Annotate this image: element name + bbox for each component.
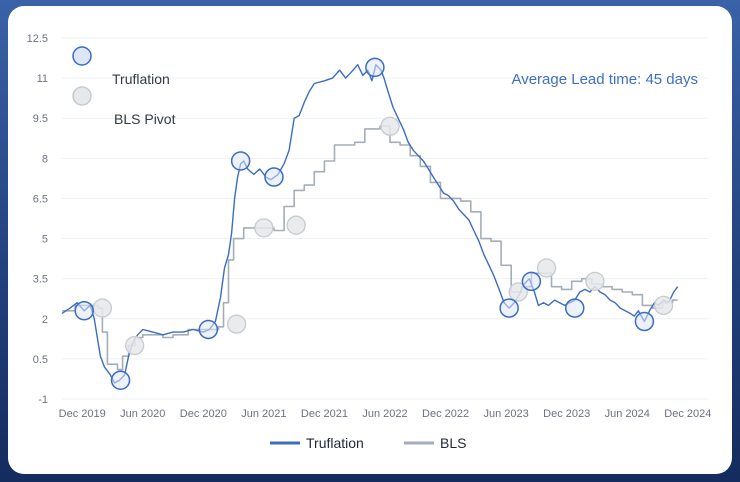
y-axis-ticks: 12.5 11 9.5 8 6.5 5 3.5 2 0.5 -1 — [27, 33, 48, 406]
bls-pivot-marker — [286, 215, 306, 235]
bottom-legend: Truflation BLS — [270, 435, 466, 451]
legend-bls-text: BLS — [440, 435, 466, 451]
truflation-pivot-marker — [264, 167, 284, 187]
truflation-pivot-marker — [499, 298, 519, 318]
truflation-pivot-marker — [365, 57, 385, 78]
legend-truflation-text: Truflation — [306, 435, 364, 451]
x-tick-label: Jun 2020 — [120, 408, 165, 420]
chart-card: 12.5 11 9.5 8 6.5 5 3.5 2 0.5 -1 Dec 2019 Jun 2020… — [8, 6, 732, 474]
truflation-pivot-marker — [565, 298, 585, 318]
legend-bls-pivot-label: BLS Pivot — [114, 111, 176, 127]
chart-svg: 12.5 11 9.5 8 6.5 5 3.5 2 0.5 -1 Dec 2019 Jun 2020… — [27, 33, 712, 451]
x-tick-label: Jun 2021 — [241, 408, 286, 420]
y-tick-label: 5 — [42, 234, 48, 246]
y-tick-label: 3.5 — [33, 274, 48, 286]
bls-pivot-marker — [536, 258, 557, 278]
legend-bls-pivot-marker — [72, 86, 92, 106]
truflation-pivot-marker — [521, 271, 542, 292]
x-tick-label: Dec 2020 — [180, 408, 227, 420]
legend-truflation-marker — [72, 46, 92, 66]
lead-time-annotation: Average Lead time: 45 days — [511, 71, 698, 88]
y-tick-label: 12.5 — [27, 33, 48, 45]
bls-pivot-marker — [254, 218, 274, 238]
bls-pivot-marker — [125, 335, 145, 356]
truflation-pivot-marker — [198, 319, 219, 340]
y-tick-label: 6.5 — [33, 193, 48, 205]
bls-pivot-marker — [92, 298, 113, 318]
truflation-pivot-marker — [230, 151, 251, 171]
y-tick-label: -1 — [38, 394, 48, 406]
truflation-pivot-marker — [74, 301, 94, 321]
y-tick-label: 8 — [42, 153, 48, 165]
x-tick-label: Dec 2019 — [59, 408, 106, 420]
truflation-series-line — [61, 64, 679, 384]
x-tick-label: Jun 2023 — [483, 408, 528, 420]
x-tick-label: Dec 2021 — [301, 408, 348, 420]
y-tick-label: 0.5 — [33, 354, 48, 366]
bls-pivot-marker — [653, 295, 674, 316]
truflation-pivot-marker — [634, 311, 655, 332]
bls-pivot-marker — [226, 314, 247, 334]
y-tick-label: 2 — [42, 314, 48, 326]
marker-legend: Truflation BLS Pivot — [72, 46, 176, 127]
legend-truflation-label: Truflation — [112, 71, 170, 87]
y-tick-label: 9.5 — [33, 113, 48, 125]
pivot-markers — [74, 57, 674, 391]
x-tick-label: Dec 2023 — [543, 408, 590, 420]
x-tick-label: Dec 2024 — [664, 408, 711, 420]
y-tick-label: 11 — [37, 73, 48, 85]
x-tick-label: Dec 2022 — [422, 408, 469, 420]
bls-pivot-marker — [380, 116, 400, 136]
truflation-pivot-marker — [110, 370, 131, 391]
x-axis-ticks: Dec 2019 Jun 2020 Dec 2020 Jun 2021 Dec 2021… — [59, 408, 712, 420]
x-tick-label: Jun 2022 — [362, 408, 407, 420]
bls-pivot-marker — [585, 271, 605, 291]
bls-pivot-marker — [508, 282, 528, 302]
grid-lines — [62, 37, 708, 400]
x-tick-label: Jun 2024 — [605, 408, 650, 420]
